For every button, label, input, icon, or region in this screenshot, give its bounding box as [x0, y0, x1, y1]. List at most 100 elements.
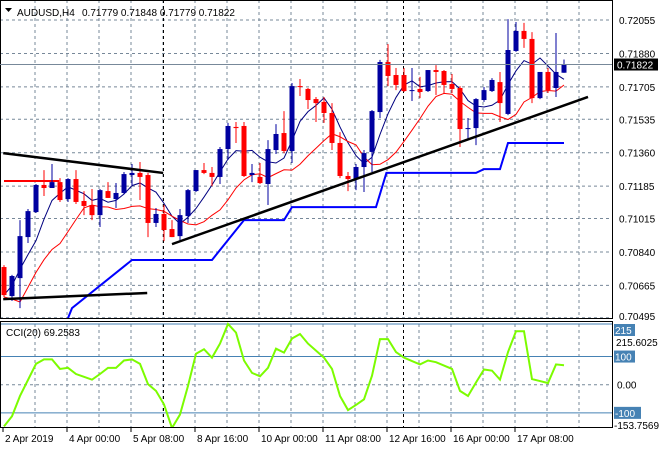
candle[interactable] [361, 150, 367, 193]
trendline[interactable] [3, 151, 164, 175]
candle[interactable] [265, 140, 271, 206]
candle[interactable] [273, 124, 279, 155]
triangle-down-icon[interactable] [5, 8, 12, 12]
candle-body [497, 82, 503, 104]
candle[interactable] [353, 163, 359, 191]
trendline[interactable] [171, 95, 589, 246]
candle-body [353, 167, 359, 180]
cci-series [3, 322, 565, 428]
candle[interactable] [433, 65, 439, 96]
candle[interactable] [377, 59, 383, 118]
candle[interactable] [185, 188, 191, 223]
candle[interactable] [281, 111, 287, 154]
candle[interactable] [105, 182, 111, 198]
candle[interactable] [537, 71, 543, 100]
candle[interactable] [17, 220, 23, 309]
candle[interactable] [545, 67, 551, 93]
candle[interactable] [65, 178, 71, 202]
candle[interactable] [241, 121, 247, 177]
candle-body [169, 229, 175, 238]
candle[interactable] [177, 209, 183, 243]
candle[interactable] [113, 183, 119, 209]
candle[interactable] [369, 109, 375, 172]
candle[interactable] [121, 171, 127, 195]
candle[interactable] [161, 205, 167, 242]
candle[interactable] [321, 96, 327, 123]
ohlc-values: 0.71779 0.71848 0.71779 0.71822 [82, 8, 235, 19]
candle[interactable] [417, 76, 423, 99]
candle[interactable] [169, 220, 175, 238]
price-tick-label: 0.70665 [619, 281, 656, 292]
candle[interactable] [257, 163, 263, 185]
candle[interactable] [441, 70, 447, 93]
candle-body [537, 71, 543, 99]
candle-body [265, 149, 271, 185]
candle[interactable] [305, 87, 311, 109]
candle-body [329, 112, 335, 143]
candle-body [121, 174, 127, 193]
candle[interactable] [73, 170, 79, 205]
candle[interactable] [209, 167, 215, 187]
candle-body [417, 88, 423, 93]
candle[interactable] [329, 103, 335, 151]
candle[interactable] [89, 188, 95, 221]
candle[interactable] [489, 78, 495, 93]
candle[interactable] [81, 191, 87, 216]
trendline[interactable] [3, 291, 148, 301]
candle[interactable] [409, 67, 415, 101]
candle[interactable] [137, 162, 143, 201]
candle[interactable] [425, 70, 431, 93]
candle-body [313, 99, 319, 104]
candle[interactable] [9, 274, 15, 302]
candle[interactable] [153, 208, 159, 227]
candle[interactable] [313, 96, 319, 122]
candle[interactable] [33, 184, 39, 214]
cci-indicator-panel[interactable] [0, 322, 612, 428]
candle-body [465, 128, 471, 130]
time-axis-label: 17 Apr 08:00 [517, 434, 574, 445]
candle[interactable] [97, 188, 103, 227]
candle[interactable] [129, 163, 135, 185]
candle[interactable] [337, 132, 343, 179]
candle[interactable] [49, 163, 55, 189]
candle[interactable] [393, 67, 399, 91]
candle[interactable] [193, 170, 199, 193]
candle[interactable] [505, 19, 511, 116]
candle[interactable] [225, 122, 231, 160]
candle-body [41, 184, 47, 189]
fast-moving-average-line [3, 57, 565, 296]
candle-body [113, 192, 119, 200]
candle[interactable] [201, 163, 207, 175]
candle[interactable] [465, 117, 471, 141]
candle[interactable] [233, 121, 239, 143]
candle[interactable] [249, 163, 255, 183]
candle[interactable] [41, 170, 47, 197]
candle[interactable] [297, 79, 303, 97]
candle[interactable] [217, 146, 223, 185]
candle[interactable] [481, 87, 487, 102]
candle[interactable] [449, 74, 455, 93]
candle[interactable] [289, 83, 295, 164]
candle[interactable] [457, 86, 463, 147]
candle[interactable] [521, 22, 527, 48]
candle-body [65, 179, 71, 200]
candle[interactable] [1, 265, 7, 298]
candle-body [281, 133, 287, 151]
candle-body [233, 126, 239, 129]
main-price-panel[interactable] [1, 19, 589, 328]
candle-body [529, 38, 535, 99]
candle[interactable] [497, 71, 503, 122]
candle[interactable] [561, 59, 567, 73]
candle[interactable] [385, 44, 391, 87]
price-tick-label: 0.71880 [619, 49, 656, 60]
candle[interactable] [513, 21, 519, 52]
candle[interactable] [401, 67, 407, 93]
candle[interactable] [57, 178, 63, 202]
candle[interactable] [25, 209, 31, 243]
candle[interactable] [529, 32, 535, 104]
candle-body [505, 50, 511, 114]
candle[interactable] [145, 172, 151, 238]
candle-body [433, 70, 439, 72]
